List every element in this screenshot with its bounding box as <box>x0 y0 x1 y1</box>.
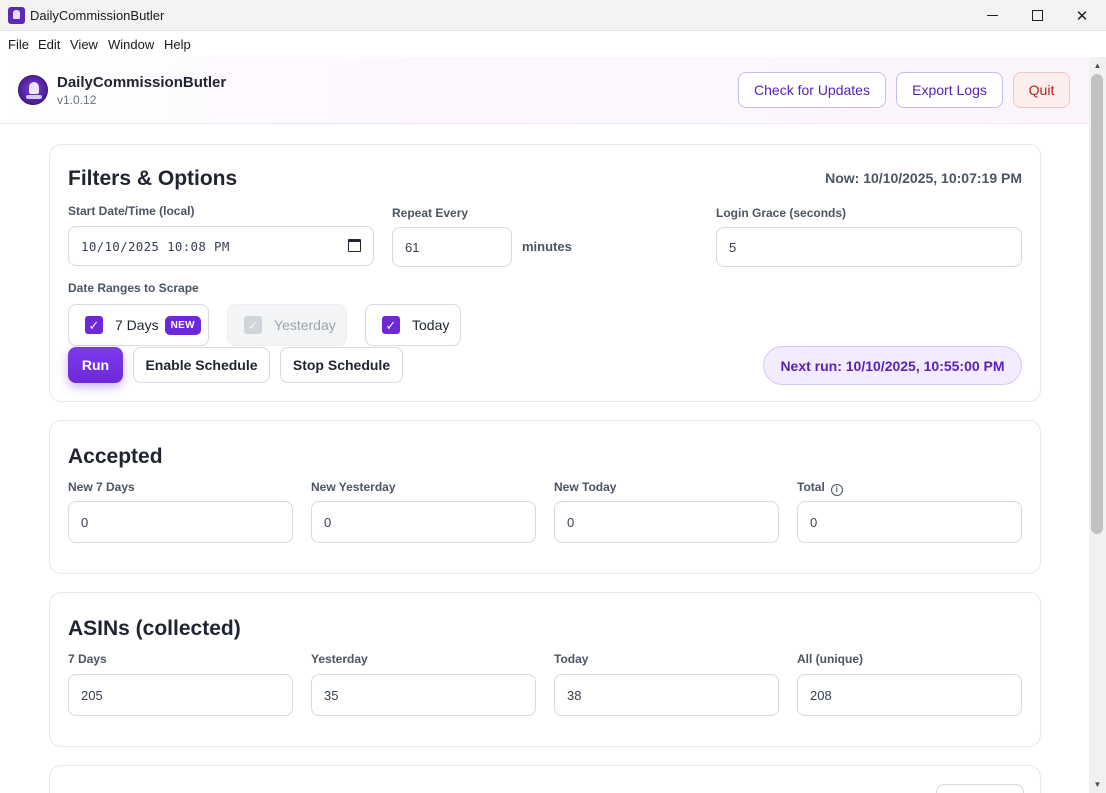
asins-yesterday-value: 35 <box>324 687 339 703</box>
close-icon: ✕ <box>1075 7 1089 25</box>
main-content: Filters & Options Now: 10/10/2025, 10:07… <box>0 124 1089 793</box>
app-version: v1.0.12 <box>57 93 97 107</box>
range-7days-label: 7 Days <box>115 317 159 333</box>
repeat-every-label: Repeat Every <box>392 206 469 220</box>
checkbox-disabled-icon: ✓ <box>244 316 262 334</box>
login-grace-label: Login Grace (seconds) <box>716 206 847 220</box>
next-card-partial <box>49 765 1041 793</box>
accepted-total-label-wrap: Total i <box>797 480 843 496</box>
butler-logo-icon <box>18 75 48 105</box>
repeat-every-value: 61 <box>405 239 420 255</box>
asins-card: ASINs (collected) 7 Days 205 Yesterday 3… <box>49 592 1041 747</box>
accepted-new-today-value: 0 <box>567 514 575 530</box>
asins-all-unique-field[interactable]: 208 <box>797 674 1022 716</box>
app-icon <box>8 7 25 24</box>
minimize-button[interactable] <box>969 0 1015 31</box>
accepted-card: Accepted New 7 Days 0 New Yesterday 0 Ne… <box>49 420 1041 574</box>
close-button[interactable]: ✕ <box>1059 0 1105 31</box>
accepted-title: Accepted <box>68 445 163 468</box>
checkbox-checked-icon[interactable]: ✓ <box>85 316 103 334</box>
asins-7days-field[interactable]: 205 <box>68 674 293 716</box>
app-header: DailyCommissionButler v1.0.12 Check for … <box>0 57 1089 124</box>
start-datetime-input[interactable]: 10/10/2025 10:08 PM <box>68 226 374 266</box>
repeat-unit-label: minutes <box>522 239 572 254</box>
accepted-new-yesterday-value: 0 <box>324 514 332 530</box>
login-grace-value: 5 <box>729 239 737 255</box>
accepted-total-value: 0 <box>810 514 818 530</box>
accepted-new-today-label: New Today <box>554 480 617 494</box>
accepted-new-today-field[interactable]: 0 <box>554 501 779 543</box>
quit-button[interactable]: Quit <box>1013 72 1070 108</box>
asins-title: ASINs (collected) <box>68 617 241 640</box>
asins-today-value: 38 <box>567 687 582 703</box>
next-card-button[interactable] <box>936 784 1024 793</box>
asins-all-unique-label: All (unique) <box>797 652 863 666</box>
filters-card: Filters & Options Now: 10/10/2025, 10:07… <box>49 144 1041 402</box>
range-today-label: Today <box>412 317 450 333</box>
enable-schedule-button[interactable]: Enable Schedule <box>133 347 270 383</box>
scroll-up-arrow-icon[interactable]: ▲ <box>1093 61 1102 70</box>
accepted-total-label: Total <box>797 480 825 494</box>
check-updates-button[interactable]: Check for Updates <box>738 72 886 108</box>
accepted-new-yesterday-field[interactable]: 0 <box>311 501 536 543</box>
info-icon[interactable]: i <box>830 483 843 496</box>
asins-yesterday-label: Yesterday <box>311 652 368 666</box>
scroll-down-arrow-icon[interactable]: ▼ <box>1093 780 1102 789</box>
date-ranges-label: Date Ranges to Scrape <box>68 281 199 295</box>
accepted-total-field[interactable]: 0 <box>797 501 1022 543</box>
accepted-new-yesterday-label: New Yesterday <box>311 480 396 494</box>
vertical-scrollbar[interactable]: ▲ ▼ <box>1089 57 1106 793</box>
maximize-button[interactable] <box>1014 0 1060 31</box>
asins-7days-label: 7 Days <box>68 652 107 666</box>
start-datetime-value: 10/10/2025 10:08 PM <box>81 238 230 254</box>
menu-edit[interactable]: Edit <box>38 37 61 52</box>
accepted-new-7days-value: 0 <box>81 514 89 530</box>
menu-file[interactable]: File <box>8 37 29 52</box>
current-time: Now: 10/10/2025, 10:07:19 PM <box>825 170 1022 186</box>
next-run-badge: Next run: 10/10/2025, 10:55:00 PM <box>763 346 1022 385</box>
menu-help[interactable]: Help <box>164 37 191 52</box>
checkbox-checked-icon[interactable]: ✓ <box>382 316 400 334</box>
minimize-icon <box>986 15 998 16</box>
app-name: DailyCommissionButler <box>57 74 227 91</box>
asins-all-unique-value: 208 <box>810 687 832 703</box>
range-yesterday-label: Yesterday <box>274 317 336 333</box>
window-title: DailyCommissionButler <box>30 8 165 23</box>
window-titlebar: DailyCommissionButler ✕ <box>0 0 1106 31</box>
asins-today-label: Today <box>554 652 589 666</box>
new-badge: NEW <box>164 315 201 335</box>
start-datetime-label: Start Date/Time (local) <box>68 204 195 218</box>
export-logs-button[interactable]: Export Logs <box>896 72 1003 108</box>
asins-yesterday-field[interactable]: 35 <box>311 674 536 716</box>
range-today-option[interactable]: ✓ Today <box>365 304 461 346</box>
repeat-every-input[interactable]: 61 <box>392 227 512 267</box>
maximize-icon <box>1031 10 1043 21</box>
range-7days-option[interactable]: ✓ 7 Days NEW <box>68 304 209 346</box>
menu-bar: File Edit View Window Help <box>0 31 1106 57</box>
calendar-icon[interactable] <box>348 239 361 252</box>
run-button[interactable]: Run <box>68 347 123 383</box>
menu-view[interactable]: View <box>70 37 98 52</box>
asins-today-field[interactable]: 38 <box>554 674 779 716</box>
accepted-new-7days-label: New 7 Days <box>68 480 135 494</box>
filters-title: Filters & Options <box>68 167 238 190</box>
stop-schedule-button[interactable]: Stop Schedule <box>280 347 403 383</box>
login-grace-input[interactable]: 5 <box>716 227 1022 267</box>
range-yesterday-option: ✓ Yesterday <box>227 304 347 346</box>
scroll-thumb[interactable] <box>1091 74 1103 534</box>
menu-window[interactable]: Window <box>108 37 155 52</box>
asins-7days-value: 205 <box>81 687 103 703</box>
accepted-new-7days-field[interactable]: 0 <box>68 501 293 543</box>
